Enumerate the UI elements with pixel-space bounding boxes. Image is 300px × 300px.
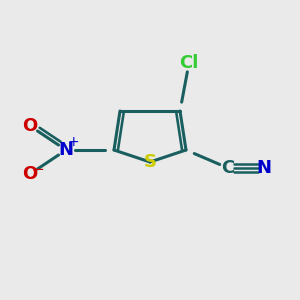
Text: C: C bbox=[221, 159, 235, 177]
Text: O: O bbox=[22, 117, 38, 135]
Text: Cl: Cl bbox=[179, 54, 199, 72]
Text: −: − bbox=[31, 162, 44, 177]
Text: S: S bbox=[143, 153, 157, 171]
Text: +: + bbox=[68, 136, 79, 149]
Text: O: O bbox=[22, 165, 38, 183]
Text: N: N bbox=[256, 159, 272, 177]
Text: N: N bbox=[58, 141, 74, 159]
